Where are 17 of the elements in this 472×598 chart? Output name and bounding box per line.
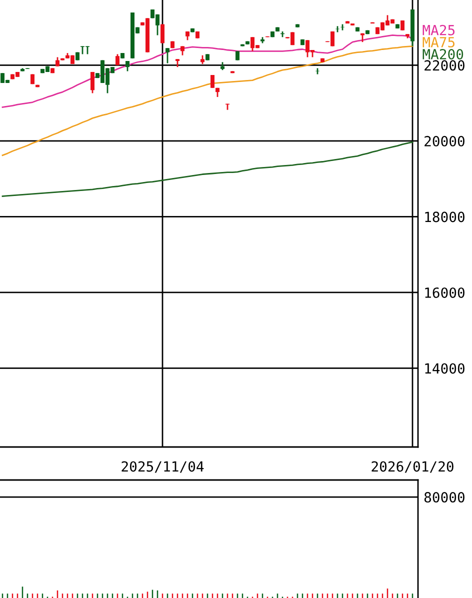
candlestick: [180, 46, 184, 56]
series-label: MA75: [422, 37, 455, 48]
y-tick-label: 18000: [425, 212, 464, 222]
series-label: MA25: [422, 24, 455, 36]
candlestick: [90, 71, 94, 94]
candlestick: [166, 47, 170, 64]
text: MA200: [422, 48, 464, 60]
line-series: [2, 141, 414, 197]
y-tick-label: 22000: [424, 60, 464, 71]
y-tick-label: 16000: [425, 287, 464, 298]
y-tick-label: 20000: [424, 136, 464, 146]
line-series: [2, 46, 414, 156]
x-tick-label: 2025/11/04: [122, 461, 204, 473]
y-tick-label: 80000: [424, 492, 464, 503]
candlestick: [56, 56, 60, 67]
x-tick-label: 2026/01/20: [372, 461, 454, 473]
y-tick-label: 14000: [425, 363, 464, 374]
